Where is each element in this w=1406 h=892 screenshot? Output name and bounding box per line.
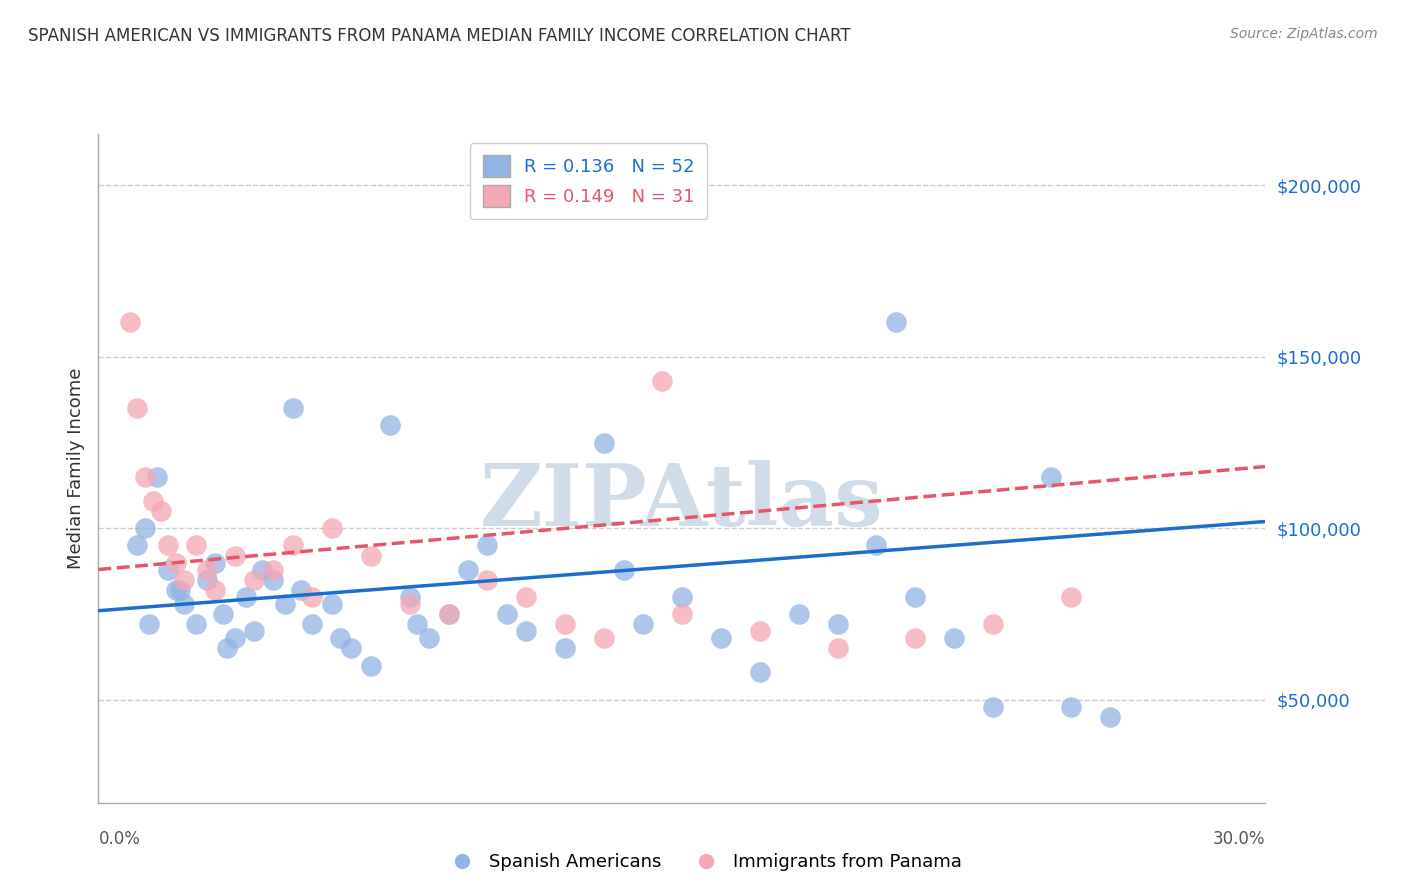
Point bbox=[981, 617, 1004, 632]
Point bbox=[281, 401, 304, 416]
Text: SPANISH AMERICAN VS IMMIGRANTS FROM PANAMA MEDIAN FAMILY INCOME CORRELATION CHAR: SPANISH AMERICAN VS IMMIGRANTS FROM PANA… bbox=[28, 27, 851, 45]
Point bbox=[554, 617, 576, 632]
Point bbox=[321, 521, 343, 535]
Point bbox=[184, 539, 207, 553]
Point bbox=[515, 624, 537, 639]
Point bbox=[1040, 470, 1063, 484]
Point bbox=[495, 607, 517, 621]
Point bbox=[134, 521, 156, 535]
Point bbox=[671, 607, 693, 621]
Point bbox=[593, 435, 616, 450]
Point bbox=[169, 583, 191, 598]
Point bbox=[671, 590, 693, 604]
Point bbox=[612, 562, 634, 576]
Point bbox=[250, 562, 273, 576]
Point bbox=[884, 316, 907, 330]
Point bbox=[827, 641, 849, 656]
Point bbox=[215, 641, 238, 656]
Point bbox=[329, 631, 352, 645]
Point bbox=[134, 470, 156, 484]
Point bbox=[360, 658, 382, 673]
Point bbox=[904, 590, 927, 604]
Point bbox=[554, 641, 576, 656]
Point bbox=[127, 539, 149, 553]
Point bbox=[1060, 699, 1083, 714]
Point bbox=[204, 556, 226, 570]
Point bbox=[157, 539, 180, 553]
Point bbox=[157, 562, 180, 576]
Point bbox=[262, 573, 284, 587]
Point bbox=[943, 631, 966, 645]
Point bbox=[904, 631, 927, 645]
Legend: R = 0.136   N = 52, R = 0.149   N = 31: R = 0.136 N = 52, R = 0.149 N = 31 bbox=[470, 143, 707, 219]
Point bbox=[1060, 590, 1083, 604]
Point bbox=[243, 624, 266, 639]
Point bbox=[418, 631, 440, 645]
Point bbox=[138, 617, 160, 632]
Text: 0.0%: 0.0% bbox=[98, 830, 141, 847]
Point bbox=[651, 374, 673, 388]
Point bbox=[360, 549, 382, 563]
Point bbox=[142, 494, 165, 508]
Point bbox=[118, 316, 141, 330]
Point bbox=[340, 641, 363, 656]
Point bbox=[165, 583, 187, 598]
Point bbox=[406, 617, 429, 632]
Point bbox=[274, 597, 297, 611]
Point bbox=[593, 631, 616, 645]
Point bbox=[457, 562, 479, 576]
Point bbox=[321, 597, 343, 611]
Point bbox=[184, 617, 207, 632]
Point bbox=[235, 590, 257, 604]
Point bbox=[981, 699, 1004, 714]
Point bbox=[212, 607, 235, 621]
Point bbox=[865, 539, 887, 553]
Text: ZIPAtlas: ZIPAtlas bbox=[479, 459, 884, 544]
Point bbox=[243, 573, 266, 587]
Point bbox=[146, 470, 169, 484]
Point bbox=[1098, 710, 1121, 724]
Point bbox=[827, 617, 849, 632]
Point bbox=[477, 539, 499, 553]
Point bbox=[195, 562, 218, 576]
Point bbox=[290, 583, 312, 598]
Point bbox=[437, 607, 460, 621]
Point bbox=[301, 590, 323, 604]
Point bbox=[165, 556, 187, 570]
Point bbox=[204, 583, 226, 598]
Point bbox=[748, 624, 770, 639]
Point bbox=[149, 504, 172, 518]
Point bbox=[477, 573, 499, 587]
Point bbox=[195, 573, 218, 587]
Point bbox=[224, 631, 246, 645]
Point bbox=[710, 631, 733, 645]
Point bbox=[398, 590, 420, 604]
Point bbox=[631, 617, 654, 632]
Point bbox=[515, 590, 537, 604]
Text: 30.0%: 30.0% bbox=[1213, 830, 1265, 847]
Point bbox=[173, 597, 195, 611]
Point bbox=[437, 607, 460, 621]
Point bbox=[301, 617, 323, 632]
Point bbox=[224, 549, 246, 563]
Y-axis label: Median Family Income: Median Family Income bbox=[66, 368, 84, 569]
Point bbox=[281, 539, 304, 553]
Point bbox=[398, 597, 420, 611]
Point bbox=[378, 418, 402, 433]
Point bbox=[262, 562, 284, 576]
Point bbox=[127, 401, 149, 416]
Text: Source: ZipAtlas.com: Source: ZipAtlas.com bbox=[1230, 27, 1378, 41]
Point bbox=[787, 607, 810, 621]
Point bbox=[748, 665, 770, 680]
Point bbox=[173, 573, 195, 587]
Legend: Spanish Americans, Immigrants from Panama: Spanish Americans, Immigrants from Panam… bbox=[436, 847, 970, 879]
